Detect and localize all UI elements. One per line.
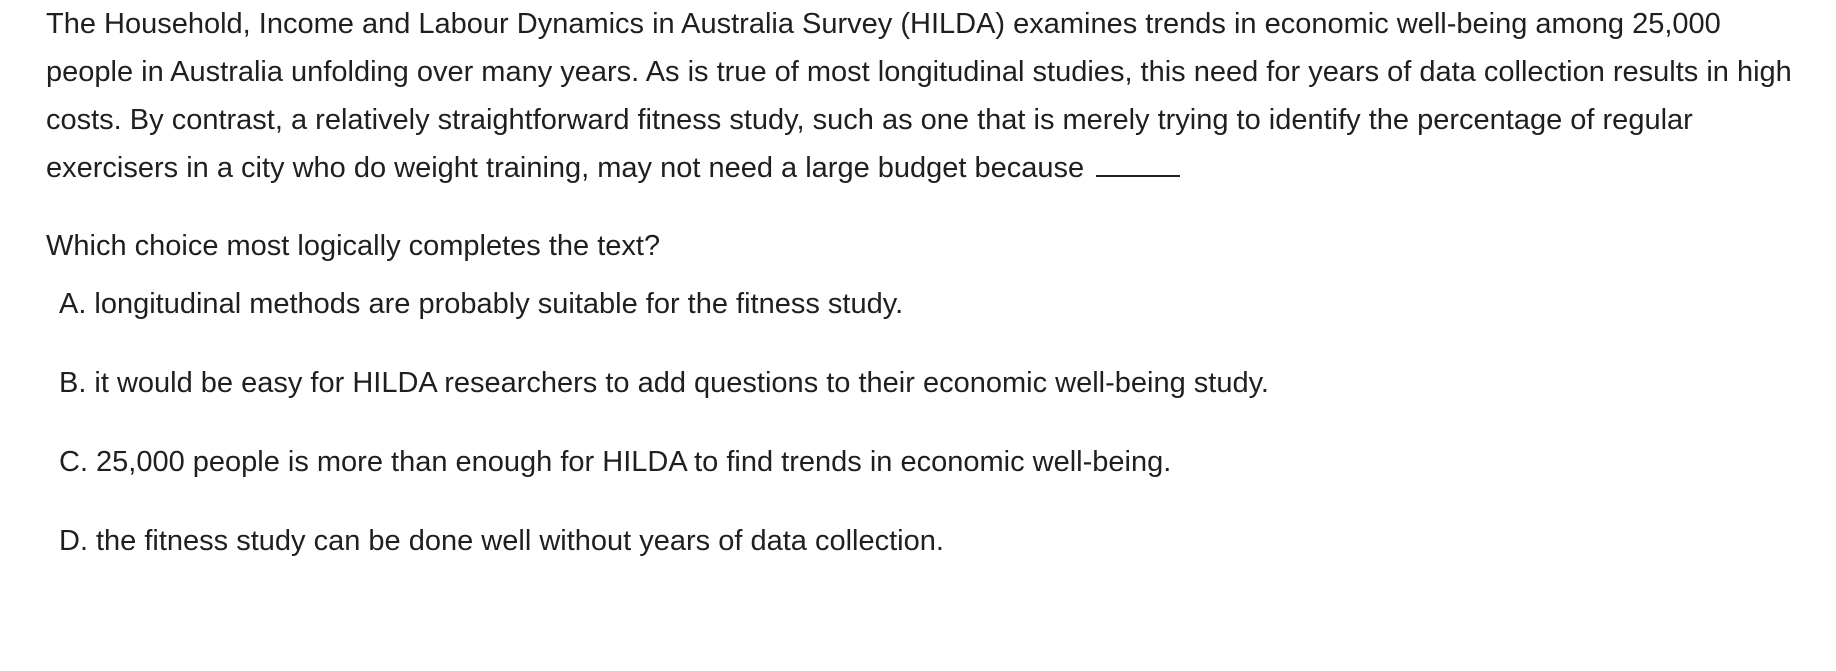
choice-letter: D. bbox=[59, 525, 88, 557]
choice-b[interactable]: B. it would be easy for HILDA researchers… bbox=[59, 363, 1796, 442]
choice-d[interactable]: D. the fitness study can be done well wit… bbox=[59, 521, 1796, 600]
answer-choices: A. longitudinal methods are probably suit… bbox=[46, 284, 1796, 600]
choice-text: it would be easy for HILDA researchers t… bbox=[94, 367, 1269, 399]
choice-text: 25,000 people is more than enough for HI… bbox=[96, 446, 1172, 478]
choice-text: longitudinal methods are probably suitab… bbox=[94, 288, 904, 320]
choice-letter: C. bbox=[59, 446, 88, 478]
choice-c[interactable]: C. 25,000 people is more than enough for … bbox=[59, 442, 1796, 521]
choice-letter: A. bbox=[59, 288, 87, 320]
question-prompt: Which choice most logically completes th… bbox=[46, 230, 661, 262]
answer-blank bbox=[1096, 153, 1181, 177]
choice-text: the fitness study can be done well witho… bbox=[96, 525, 944, 557]
passage-text: The Household, Income and Labour Dynamic… bbox=[46, 8, 1792, 184]
passage: The Household, Income and Labour Dynamic… bbox=[46, 0, 1796, 192]
choice-letter: B. bbox=[59, 367, 87, 399]
choice-a[interactable]: A. longitudinal methods are probably suit… bbox=[59, 284, 1796, 363]
